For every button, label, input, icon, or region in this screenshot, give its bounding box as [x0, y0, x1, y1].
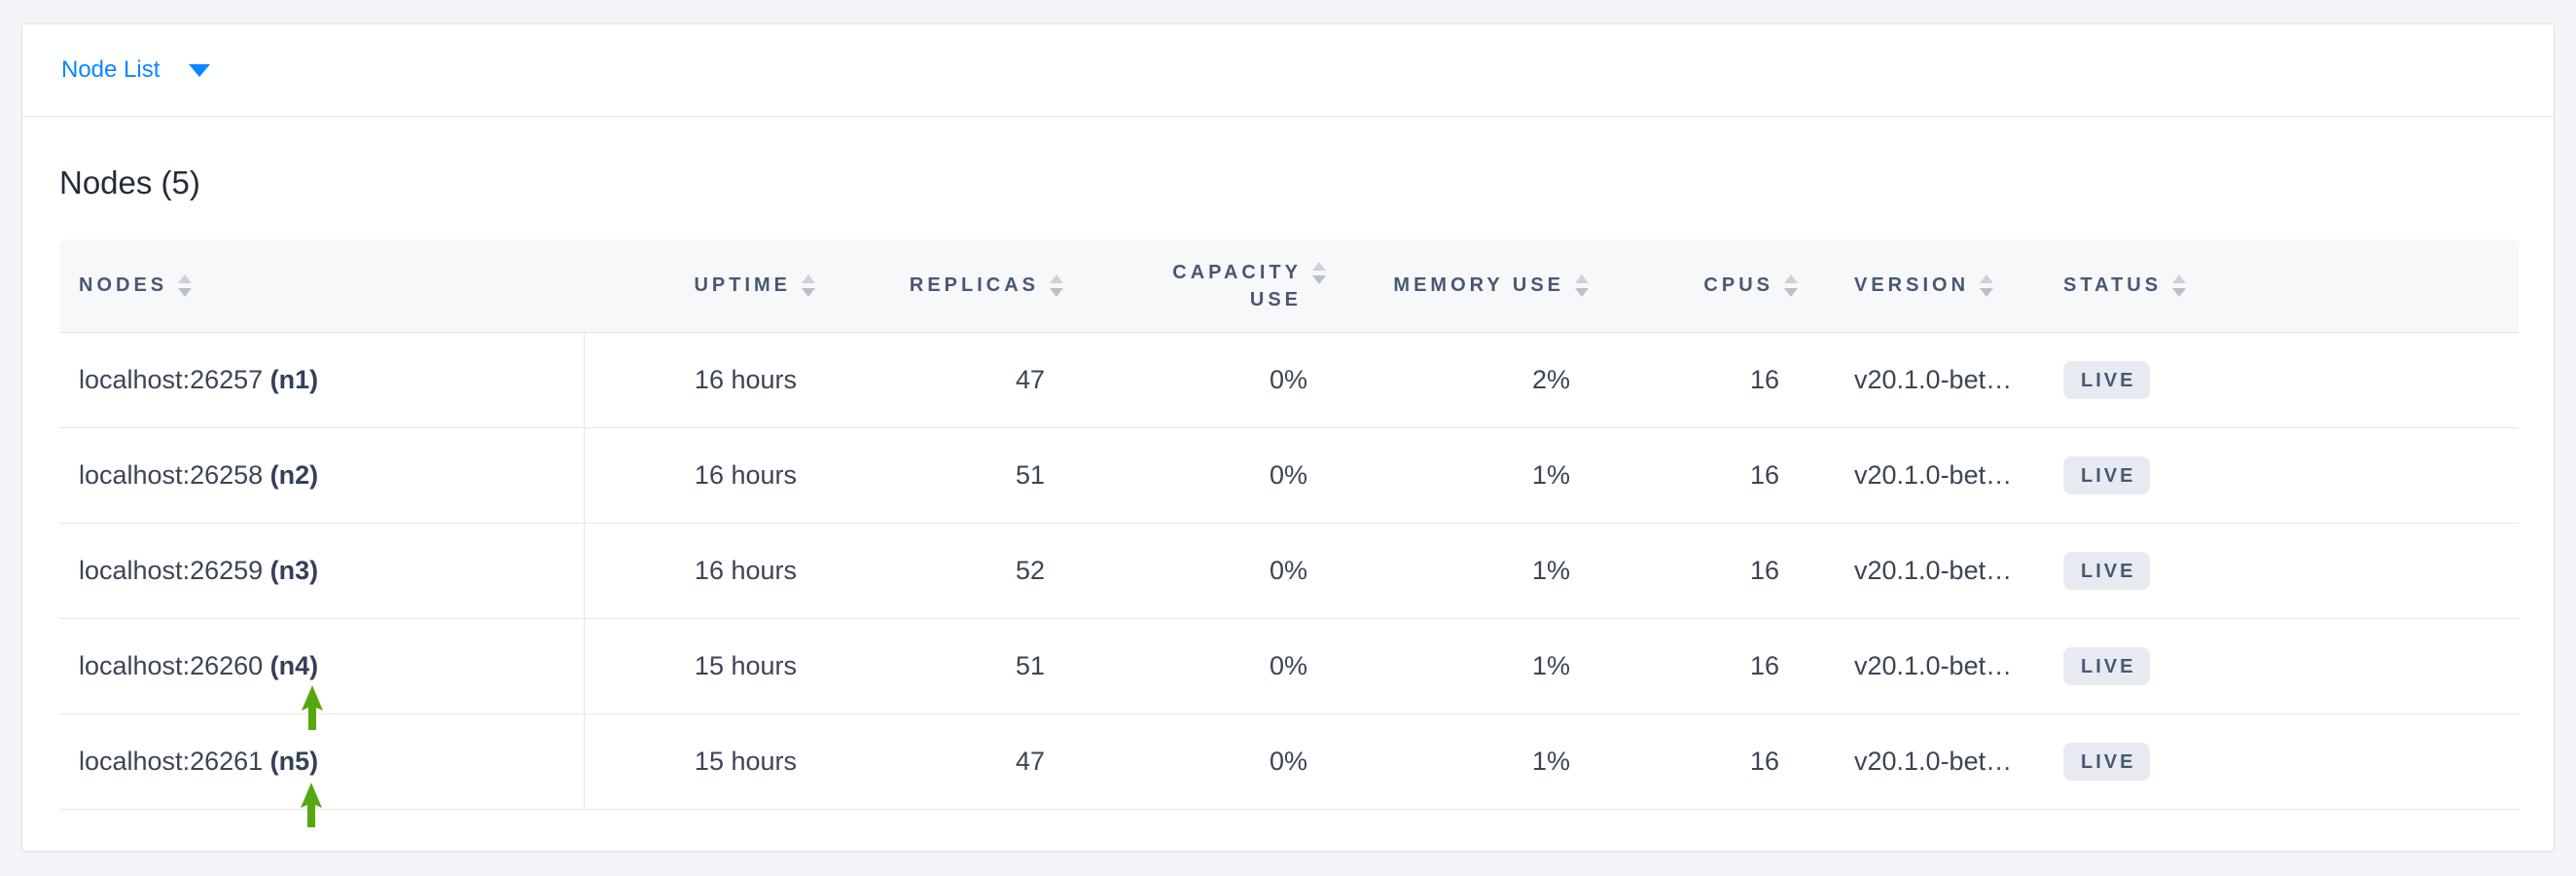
node-address: localhost:26257	[79, 365, 264, 394]
node-address: localhost:26258	[79, 460, 264, 490]
content-card: Node List Nodes (5) NODES	[21, 23, 2555, 852]
node-id: (n2)	[269, 460, 319, 490]
version-cell: v20.1.0-bet…	[1810, 524, 2044, 619]
column-header-memory-use[interactable]: MEMORY USE	[1339, 239, 1601, 333]
table-row[interactable]: localhost:26258 (n2) 16 hours 51 0% 1% 1…	[59, 428, 2519, 524]
sort-icon	[1784, 274, 1798, 297]
replicas-cell: 47	[828, 333, 1076, 428]
sort-icon	[1312, 261, 1326, 284]
cpus-cell: 16	[1601, 524, 1810, 619]
nodes-section: Nodes (5) NODES UPTIME	[22, 162, 2554, 810]
view-selector-bar: Node List	[22, 24, 2554, 117]
node-list-dropdown[interactable]: Node List	[61, 56, 211, 84]
node-id: (n5)	[269, 747, 319, 776]
column-header-uptime[interactable]: UPTIME	[585, 239, 828, 333]
capacity-use-cell: 0%	[1076, 619, 1339, 714]
memory-use-cell: 1%	[1339, 524, 1601, 619]
page-title: Nodes (5)	[59, 164, 200, 201]
capacity-use-cell: 0%	[1076, 333, 1339, 428]
node-id: (n1)	[269, 365, 319, 394]
sort-icon	[1575, 274, 1589, 297]
sort-icon	[178, 274, 193, 297]
status-badge: LIVE	[2063, 647, 2151, 685]
table-header-row: NODES UPTIME REPLICAS	[59, 239, 2519, 333]
node-list-dropdown-label: Node List	[61, 56, 161, 83]
chevron-down-icon	[189, 63, 211, 77]
column-header-nodes[interactable]: NODES	[59, 239, 585, 333]
sort-icon	[2172, 274, 2187, 297]
column-header-status[interactable]: STATUS	[2044, 239, 2519, 333]
replicas-cell: 52	[828, 524, 1076, 619]
memory-use-cell: 2%	[1339, 333, 1601, 428]
table-row[interactable]: localhost:26261 (n5) 15 hours 47 0% 1% 1…	[59, 714, 2519, 810]
node-list-table: NODES UPTIME REPLICAS	[59, 239, 2519, 810]
table-row[interactable]: localhost:26259 (n3) 16 hours 52 0% 1% 1…	[59, 524, 2519, 619]
version-cell: v20.1.0-bet…	[1810, 428, 2044, 524]
version-cell: v20.1.0-bet…	[1810, 714, 2044, 810]
cpus-cell: 16	[1601, 619, 1810, 714]
node-address: localhost:26259	[79, 556, 264, 585]
cpus-cell: 16	[1601, 428, 1810, 524]
memory-use-cell: 1%	[1339, 714, 1601, 810]
uptime-cell: 16 hours	[585, 333, 828, 428]
column-header-version[interactable]: VERSION	[1810, 239, 2044, 333]
memory-use-cell: 1%	[1339, 428, 1601, 524]
version-cell: v20.1.0-bet…	[1810, 333, 2044, 428]
sort-icon	[1980, 274, 1994, 297]
table-row[interactable]: localhost:26257 (n1) 16 hours 47 0% 2% 1…	[59, 333, 2519, 428]
status-badge: LIVE	[2063, 361, 2151, 399]
uptime-cell: 15 hours	[585, 714, 828, 810]
memory-use-cell: 1%	[1339, 619, 1601, 714]
sort-icon	[802, 274, 815, 297]
status-badge: LIVE	[2063, 743, 2151, 781]
capacity-use-cell: 0%	[1076, 524, 1339, 619]
uptime-cell: 15 hours	[585, 619, 828, 714]
cpus-cell: 16	[1601, 714, 1810, 810]
capacity-use-cell: 0%	[1076, 714, 1339, 810]
column-header-capacity-use[interactable]: CAPACITY USE	[1076, 239, 1339, 333]
uptime-cell: 16 hours	[585, 428, 828, 524]
cpus-cell: 16	[1601, 333, 1810, 428]
version-cell: v20.1.0-bet…	[1810, 619, 2044, 714]
node-id: (n4)	[269, 651, 319, 680]
column-header-cpus[interactable]: CPUS	[1601, 239, 1810, 333]
replicas-cell: 47	[828, 714, 1076, 810]
status-badge: LIVE	[2063, 552, 2151, 590]
column-header-replicas[interactable]: REPLICAS	[828, 239, 1076, 333]
uptime-cell: 16 hours	[585, 524, 828, 619]
replicas-cell: 51	[828, 619, 1076, 714]
replicas-cell: 51	[828, 428, 1076, 524]
capacity-use-cell: 0%	[1076, 428, 1339, 524]
node-address: localhost:26260	[79, 651, 264, 680]
sort-icon	[1050, 274, 1063, 297]
status-badge: LIVE	[2063, 456, 2151, 494]
node-id: (n3)	[269, 556, 319, 585]
node-address: localhost:26261	[79, 747, 264, 776]
table-row[interactable]: localhost:26260 (n4) 15 hours 51 0% 1% 1…	[59, 619, 2519, 714]
